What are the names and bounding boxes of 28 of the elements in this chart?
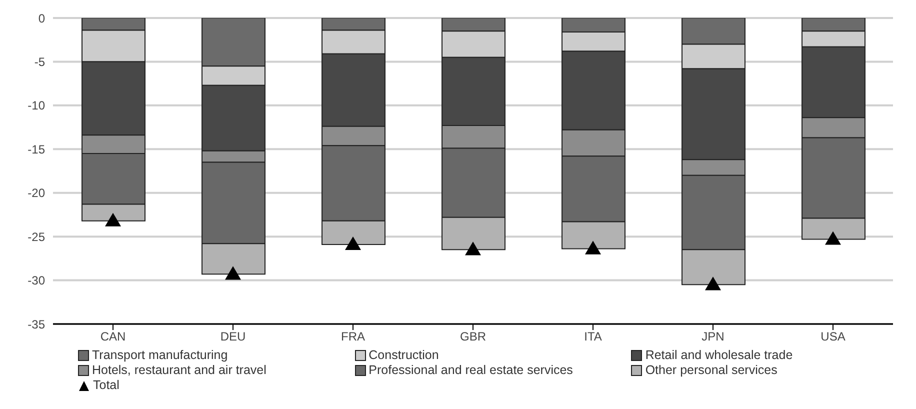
y-tick-label: -20 [28,186,46,200]
point [825,231,841,245]
legend-label: Hotels, restaurant and air travel [92,363,266,378]
y-tick-label: 0 [38,11,46,26]
legend-label: Construction [368,348,439,363]
legend-label: Other personal services [645,363,778,378]
y-tick-label: -35 [28,317,46,332]
x-tick-label: ITA [584,330,602,344]
y-tick-label: -15 [28,142,46,156]
legend-label: Transport manufacturing [92,348,228,363]
x-tick-label: GBR [460,330,486,344]
y-tick-label: -30 [28,274,46,288]
x-tick-label: JPN [702,330,724,344]
point [705,276,721,290]
y-tick-label: -10 [28,98,46,113]
point [585,240,601,254]
point [345,236,361,250]
legend-label: Retail and wholesale trade [645,348,793,363]
x-tick-label: DEU [220,330,246,344]
y-tick-label: -25 [28,230,46,244]
x-tick-label: USA [820,330,846,344]
legend-label: Professional and real estate services [368,363,573,378]
point [465,242,481,256]
y-tick-label: -5 [34,54,46,69]
x-tick-label: CAN [100,330,126,344]
point [225,266,241,280]
x-tick-label: FRA [341,330,365,344]
legend-label: Total [93,378,120,393]
